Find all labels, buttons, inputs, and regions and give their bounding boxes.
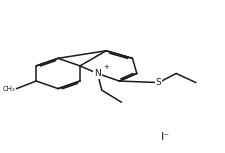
Text: +: +: [103, 64, 109, 70]
Text: I⁻: I⁻: [161, 132, 170, 142]
Text: CH₃: CH₃: [3, 86, 16, 92]
Text: S: S: [156, 78, 162, 87]
Text: N: N: [94, 69, 101, 78]
